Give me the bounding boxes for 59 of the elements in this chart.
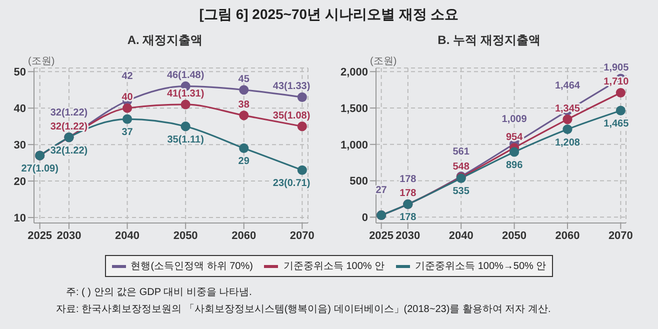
text: 주: ( ) 안의 값은 GDP 대비 비중을 나타냄.: [66, 286, 252, 299]
data-label: 561: [452, 146, 470, 158]
y-axis-title: (조원): [370, 55, 397, 68]
data-label: 27(1.09): [21, 164, 58, 175]
y-tick-label: 10: [14, 212, 26, 224]
y-tick-label: 500: [350, 176, 368, 188]
x-tick-label: 2040: [448, 230, 474, 242]
data-label: 896: [506, 160, 524, 171]
x-tick-label: 2060: [555, 230, 580, 242]
x-tick-label: 2070: [290, 230, 314, 242]
data-label: 35(1.08): [272, 110, 310, 122]
data-label: 178: [400, 174, 417, 186]
x-tick-label: 2030: [56, 230, 82, 242]
data-label: 1,905: [604, 62, 630, 74]
x-tick-label: 2025: [28, 230, 52, 242]
data-label: 32(1.22): [50, 107, 88, 118]
data-label: 46(1.48): [166, 70, 204, 82]
text: 자료: 한국사회보장정보원의 「사회보장정보시스템(행복이음) 데이터베이스」(2018~23)를 활용하여 저자 계산.: [56, 302, 551, 316]
x-tick-label: 2070: [608, 230, 633, 242]
data-label: 178: [400, 188, 417, 200]
data-label: 45: [238, 74, 250, 85]
data-label: 43(1.33): [272, 81, 310, 92]
data-label: 23(0.71): [272, 178, 310, 190]
data-label: 535: [452, 186, 470, 198]
y-tick-label: 1,000: [340, 139, 368, 152]
y-tick-label: 20: [14, 176, 26, 188]
data-label: 1,464: [554, 80, 580, 92]
chart-title: B. 누적 재정지출액: [436, 32, 542, 49]
legend-label: 현행(소득인정액 하위 70%): [130, 260, 253, 273]
data-label: 42: [122, 70, 134, 82]
y-axis-title: (조원): [28, 55, 55, 68]
data-label: 1,009: [502, 114, 528, 125]
x-tick-label: 2050: [173, 230, 198, 242]
data-label: 32(1.22): [50, 145, 88, 156]
y-tick-label: 1,500: [340, 102, 368, 115]
data-label: 178: [400, 212, 417, 224]
x-tick-label: 2050: [502, 230, 527, 242]
data-label: 954: [506, 132, 524, 143]
x-tick-label: 2025: [369, 230, 394, 242]
x-tick-label: 2030: [396, 230, 420, 242]
x-tick-label: 2040: [115, 230, 140, 242]
chart-subtitle: A. 재정지출액: [126, 32, 204, 49]
legend-label: 기준중위소득 100%→50% 안: [414, 260, 546, 273]
data-label: 29: [238, 156, 250, 168]
y-tick-label: 30: [14, 139, 26, 152]
chart-title: [그림 6] 2025~70년 시나리오별 재정 소요: [198, 6, 460, 24]
data-label: 548: [452, 161, 470, 172]
data-label: 38: [238, 99, 250, 110]
y-tick-label: 0: [362, 212, 368, 224]
data-label: 37: [122, 127, 134, 138]
data-label: 1,465: [604, 118, 630, 130]
data-label: 41(1.31): [166, 88, 204, 100]
y-tick-label: 50: [14, 66, 26, 79]
data-label: 35(1.11): [167, 134, 204, 146]
x-tick-label: 2060: [232, 230, 256, 242]
legend-label: 기준중위소득 100% 안: [282, 260, 385, 273]
data-label: 1,208: [554, 137, 580, 148]
y-tick-label: 2,000: [340, 66, 368, 79]
y-tick-label: 40: [14, 103, 26, 116]
